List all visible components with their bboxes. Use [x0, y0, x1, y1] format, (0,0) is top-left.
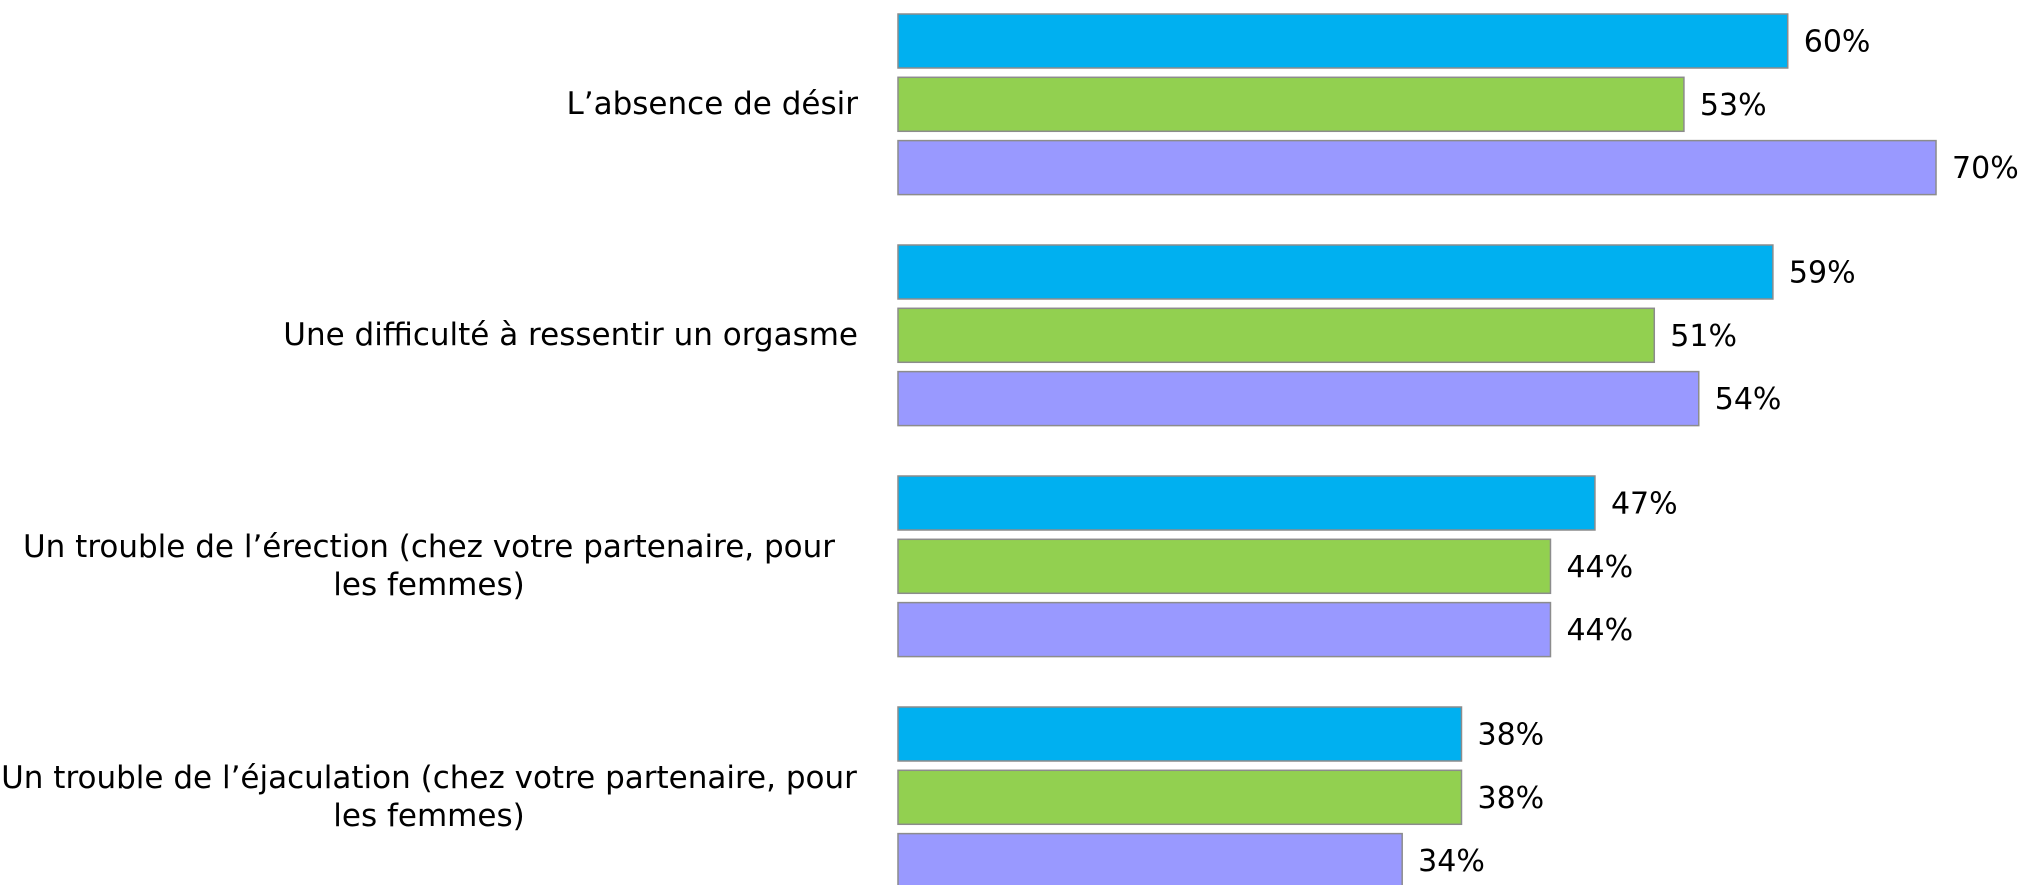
bar	[897, 769, 1463, 826]
category-label: L’absence de désir	[566, 86, 858, 123]
category-label: Un trouble de l’érection (chez votre par…	[22, 529, 836, 604]
value-label: 34%	[1418, 844, 1485, 879]
value-label: 54%	[1715, 382, 1782, 417]
value-label: 44%	[1566, 550, 1633, 585]
value-label: 53%	[1700, 88, 1767, 123]
bar	[897, 244, 1774, 300]
value-label: 59%	[1789, 256, 1856, 291]
value-label: 51%	[1670, 319, 1737, 354]
value-label: 60%	[1804, 25, 1871, 60]
value-label: 70%	[1952, 151, 2019, 186]
bar	[897, 601, 1552, 658]
bar	[897, 13, 1789, 69]
bar	[897, 475, 1596, 531]
bar	[897, 76, 1685, 133]
bar	[897, 706, 1463, 762]
bar	[897, 538, 1552, 595]
value-label: 47%	[1611, 487, 1678, 522]
category-label: Une difficulté à ressentir un orgasme	[283, 317, 858, 354]
bar	[897, 139, 1937, 196]
bar	[897, 370, 1700, 427]
category-label: Un trouble de l’éjaculation (chez votre …	[1, 760, 857, 835]
value-label: 38%	[1478, 718, 1545, 753]
bar	[897, 832, 1403, 885]
bar	[897, 307, 1656, 364]
value-label: 38%	[1478, 781, 1545, 816]
value-label: 44%	[1566, 613, 1633, 648]
